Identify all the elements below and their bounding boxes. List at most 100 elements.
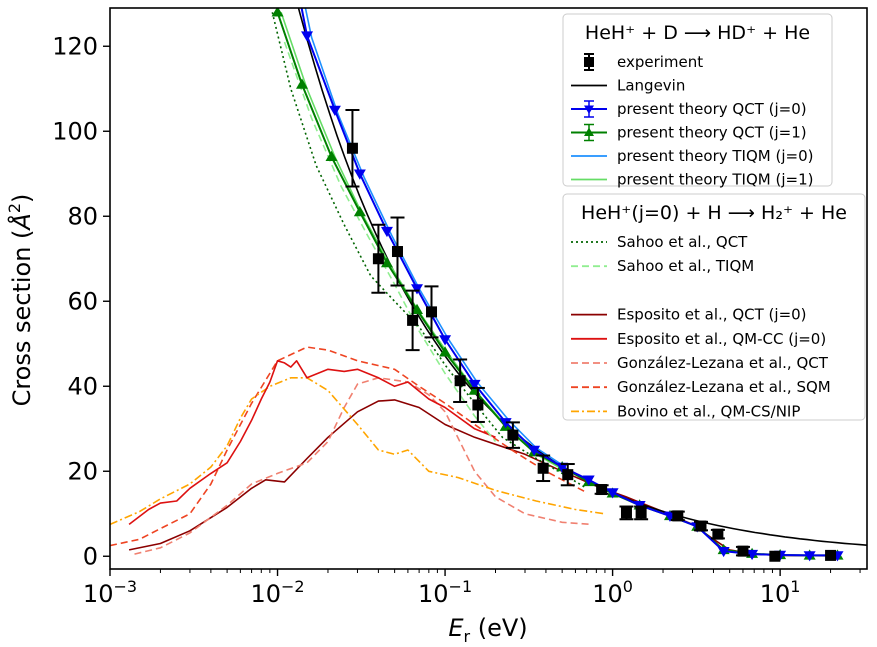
data-point [380,257,393,268]
legend-label: experiment [617,53,703,71]
y-tick-label: 100 [52,117,98,145]
plot-frame [109,7,868,570]
data-point [325,150,338,161]
data-point [346,142,358,154]
legend-entry-sahoo_qct: Sahoo et al., QCT [571,233,748,251]
y-tick-label: 120 [52,32,98,60]
data-point [737,545,749,557]
legend-label: present theory TIQM (j=1) [617,171,813,189]
data-point [695,520,707,532]
legend-label: Bovino et al., QM-CS/NIP [617,402,800,420]
legend-label: Sahoo et al., QCT [617,233,748,251]
legend-entry-esposito_qct: Esposito et al., QCT (j=0) [571,306,807,324]
data-point [672,510,684,522]
data-point [426,306,438,318]
series-experiment [345,109,837,562]
y-tick-label: 60 [67,287,98,315]
legend-label: González-Lezana et al., QCT [617,354,829,372]
legend-label: present theory QCT (j=1) [617,124,807,142]
x-tick-label: 100 [592,577,633,608]
data-point [472,399,484,411]
data-point [372,253,384,265]
y-tick-label: 40 [67,372,98,400]
legend-entry-langevin: Langevin [571,77,685,95]
data-point [411,303,424,314]
legend-box [562,13,833,187]
x-tick-label: 10−1 [418,577,472,608]
data-point [556,462,569,473]
data-point [301,31,314,42]
legend-label: present theory QCT (j=0) [617,100,807,118]
legend-1: HeH⁺ + D ⟶ HD⁺ + He experiment Langevin pre… [562,13,833,189]
series-sahoo_qct [271,12,588,489]
legend-label: present theory TIQM (j=0) [617,147,813,165]
y-tick-label: 80 [67,202,98,230]
data-point [296,78,309,89]
series-sahoo_tiqm [283,41,497,443]
series-line [128,360,496,526]
data-point [584,105,594,114]
data-point [468,379,481,391]
legend-label: Langevin [617,77,685,95]
series-bovino [110,377,606,526]
data-point [499,418,512,429]
data-point [537,462,549,474]
data-point [582,475,595,486]
legend-box [562,193,866,421]
data-point [271,8,284,17]
data-point [353,206,366,217]
series-layer [110,8,867,562]
data-point [596,484,608,496]
data-point [454,375,466,387]
legend-entry-qct_j0: present theory QCT (j=0) [571,100,807,118]
data-point [803,551,816,562]
legend-entry-tiqm_j0: present theory TIQM (j=0) [571,147,813,165]
legend-entry-qct_j1: present theory QCT (j=1) [571,124,807,142]
data-point [380,226,393,238]
legend-title: HeH⁺ + D ⟶ HD⁺ + He [585,22,810,44]
data-point [507,429,519,441]
data-point [746,549,759,561]
legend-2: HeH⁺(j=0) + H ⟶ H₂⁺ + He Sahoo et al., QC… [562,193,866,421]
legend-label: González-Lezana et al., SQM [617,378,831,396]
x-axis-label: Er (eV) [448,614,527,646]
data-point [407,314,419,326]
y-axis: 0 20 40 60 80 100 120 [52,32,110,570]
y-tick-label: 20 [67,457,98,485]
data-point [562,469,574,481]
legend: HeH⁺ + D ⟶ HD⁺ + He experiment Langevin pre… [562,13,866,421]
series-esposito_qmcc [128,360,496,526]
data-point [391,246,403,258]
series-line [134,377,592,555]
data-point [769,550,781,562]
legend-entry-tiqm_j1: present theory TIQM (j=1) [571,171,813,189]
legend-entry-gonzalez_sqm: González-Lezana et al., SQM [571,378,831,396]
data-point [717,546,730,558]
data-point [635,507,647,519]
data-point [584,127,594,136]
data-point [606,488,619,499]
series-line [110,346,587,547]
data-point [712,528,724,540]
data-point [411,284,424,295]
x-tick-label: 10−3 [83,577,137,608]
series-gonzalez_qct [134,377,592,555]
legend-label: Esposito et al., QCT (j=0) [617,306,807,324]
data-point [439,346,452,357]
legend-entry-bovino: Bovino et al., QM-CS/NIP [571,402,800,420]
data-point [528,445,541,456]
legend-title: HeH⁺(j=0) + H ⟶ H₂⁺ + He [581,202,847,224]
data-point [584,57,594,67]
x-axis: 10−3 10−2 10−1 100 101 [83,569,861,608]
legend-entry-sahoo_tiqm: Sahoo et al., TIQM [571,257,754,275]
legend-entry-experiment: experiment [584,53,703,71]
series-gonzalez_sqm [110,346,587,547]
data-point [439,335,452,346]
legend-label: Sahoo et al., TIQM [617,257,754,275]
data-point [620,507,632,519]
legend-entry-gonzalez_qct: González-Lezana et al., QCT [571,354,829,372]
legend-label: Esposito et al., QM-CC (j=0) [617,330,826,348]
data-point [825,549,837,561]
data-point [353,169,366,180]
series-line [110,377,606,526]
